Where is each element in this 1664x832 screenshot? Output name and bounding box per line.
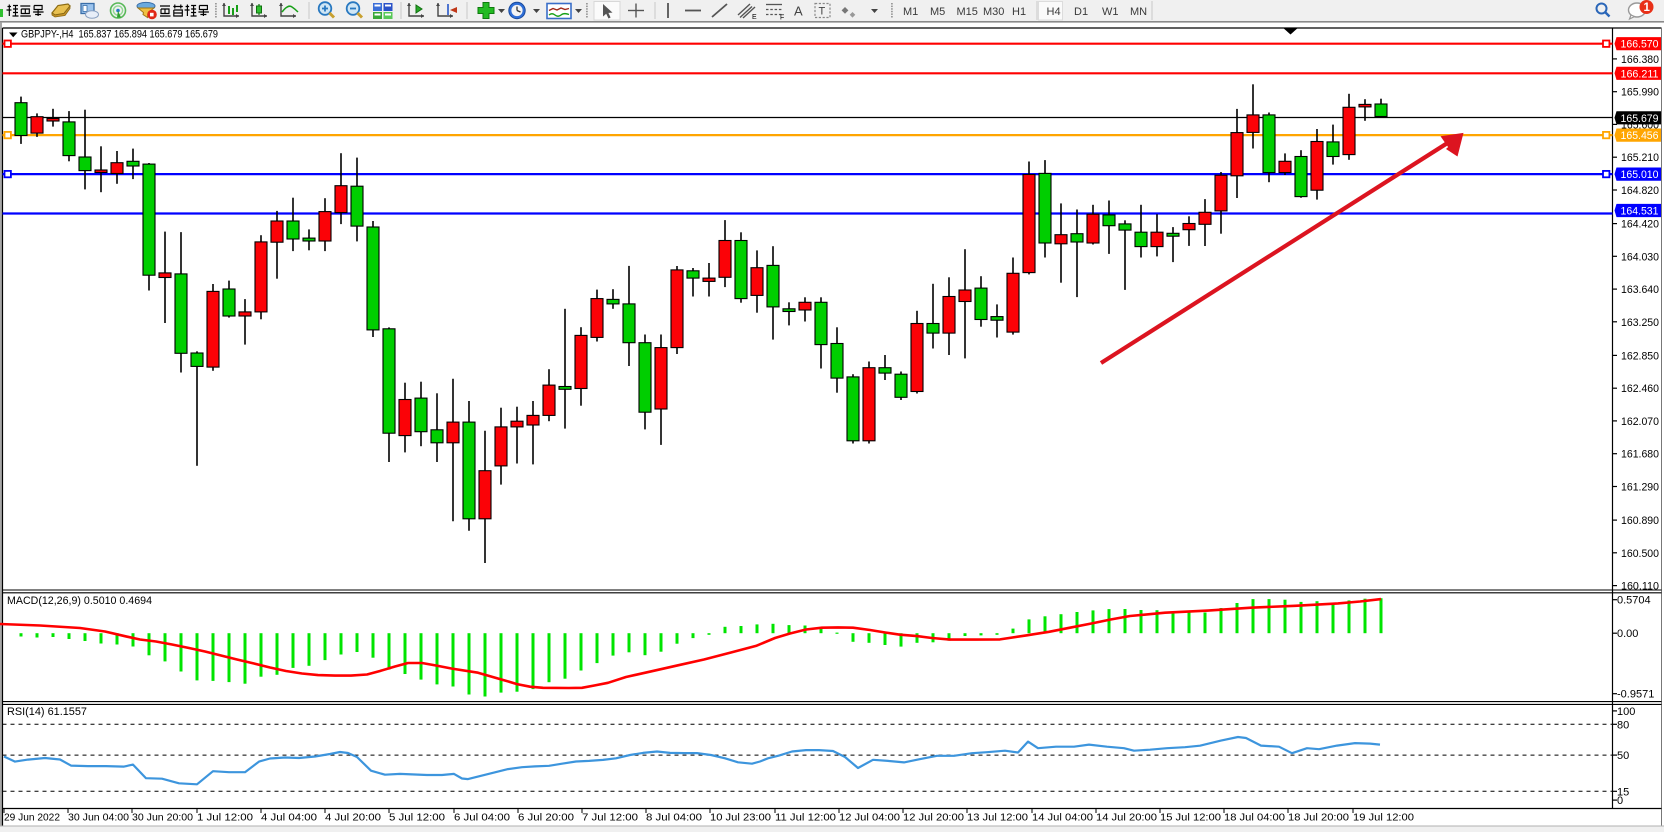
svg-text:15 Jul 12:00: 15 Jul 12:00 <box>1160 812 1221 824</box>
svg-text:-0.9571: -0.9571 <box>1617 689 1654 701</box>
svg-text:30 Jun 20:00: 30 Jun 20:00 <box>132 812 193 824</box>
svg-text:18 Jul 20:00: 18 Jul 20:00 <box>1288 812 1349 824</box>
svg-text:4 Jul 20:00: 4 Jul 20:00 <box>325 812 381 824</box>
svg-text:M5: M5 <box>930 6 945 18</box>
svg-text:MACD(12,26,9) 0.5010 0.4694: MACD(12,26,9) 0.5010 0.4694 <box>7 595 152 607</box>
svg-text:M30: M30 <box>983 6 1004 18</box>
svg-text:A: A <box>794 4 803 19</box>
svg-text:12 Jul 04:00: 12 Jul 04:00 <box>839 812 900 824</box>
svg-text:7 Jul 12:00: 7 Jul 12:00 <box>582 812 638 824</box>
svg-text:163.640: 163.640 <box>1621 284 1659 296</box>
svg-text:162.850: 162.850 <box>1621 350 1659 362</box>
svg-text:14 Jul 20:00: 14 Jul 20:00 <box>1096 812 1157 824</box>
svg-text:MN: MN <box>1130 6 1147 18</box>
svg-text:30 Jun 04:00: 30 Jun 04:00 <box>68 812 129 824</box>
svg-text:163.250: 163.250 <box>1621 317 1659 329</box>
svg-text:165.990: 165.990 <box>1621 87 1659 99</box>
svg-text:8 Jul 04:00: 8 Jul 04:00 <box>646 812 702 824</box>
svg-text:165.010: 165.010 <box>1621 169 1659 181</box>
svg-text:M15: M15 <box>957 6 978 18</box>
svg-text:10 Jul 23:00: 10 Jul 23:00 <box>710 812 771 824</box>
svg-text:50: 50 <box>1617 750 1629 762</box>
svg-text:0: 0 <box>1617 795 1623 807</box>
svg-text:W1: W1 <box>1102 6 1119 18</box>
svg-text:29 Jun 2022: 29 Jun 2022 <box>4 812 60 824</box>
svg-text:160.500: 160.500 <box>1621 548 1659 560</box>
svg-text:15: 15 <box>1617 786 1629 798</box>
svg-text:T: T <box>819 6 826 18</box>
svg-text:GBPJPY-,H4 165.837 165.894 16: GBPJPY-,H4 165.837 165.894 165.679 165.6… <box>21 29 218 41</box>
svg-text:E: E <box>752 14 757 21</box>
svg-text:11 Jul 12:00: 11 Jul 12:00 <box>775 812 836 824</box>
svg-text:1: 1 <box>1644 2 1651 14</box>
svg-text:D1: D1 <box>1074 6 1088 18</box>
svg-text:164.420: 164.420 <box>1621 219 1659 231</box>
svg-text:165.210: 165.210 <box>1621 152 1659 164</box>
svg-text:12 Jul 20:00: 12 Jul 20:00 <box>903 812 964 824</box>
svg-text:165.456: 165.456 <box>1621 130 1659 142</box>
svg-text:162.460: 162.460 <box>1621 383 1659 395</box>
svg-text:0.00: 0.00 <box>1617 628 1638 640</box>
svg-text:6 Jul 04:00: 6 Jul 04:00 <box>454 812 510 824</box>
svg-text:166.380: 166.380 <box>1621 54 1659 66</box>
svg-text:19 Jul 12:00: 19 Jul 12:00 <box>1353 812 1414 824</box>
svg-text:5 Jul 12:00: 5 Jul 12:00 <box>389 812 445 824</box>
svg-text:18 Jul 04:00: 18 Jul 04:00 <box>1224 812 1285 824</box>
svg-text:4 Jul 04:00: 4 Jul 04:00 <box>261 812 317 824</box>
svg-text:14 Jul 04:00: 14 Jul 04:00 <box>1032 812 1093 824</box>
svg-text:164.030: 164.030 <box>1621 251 1659 263</box>
svg-text:13 Jul 12:00: 13 Jul 12:00 <box>967 812 1028 824</box>
svg-text:80: 80 <box>1617 719 1629 731</box>
svg-text:160.110: 160.110 <box>1621 581 1659 593</box>
svg-text:165.679: 165.679 <box>1621 113 1659 125</box>
svg-text:6 Jul 20:00: 6 Jul 20:00 <box>518 812 574 824</box>
svg-text:162.070: 162.070 <box>1621 416 1659 428</box>
svg-text:166.570: 166.570 <box>1621 39 1659 51</box>
svg-text:164.820: 164.820 <box>1621 185 1659 197</box>
svg-text:H1: H1 <box>1012 6 1026 18</box>
svg-text:1 Jul 12:00: 1 Jul 12:00 <box>197 812 253 824</box>
svg-text:166.211: 166.211 <box>1621 68 1659 80</box>
svg-text:100: 100 <box>1617 706 1635 718</box>
svg-text:160.890: 160.890 <box>1621 515 1659 527</box>
svg-text:H4: H4 <box>1047 6 1061 18</box>
svg-text:F: F <box>780 15 784 22</box>
svg-text:RSI(14) 61.1557: RSI(14) 61.1557 <box>7 706 87 718</box>
svg-text:161.680: 161.680 <box>1621 449 1659 461</box>
svg-text:0.5704: 0.5704 <box>1617 595 1651 607</box>
svg-text:M1: M1 <box>903 6 918 18</box>
svg-text:161.290: 161.290 <box>1621 482 1659 494</box>
svg-text:164.531: 164.531 <box>1621 206 1659 218</box>
